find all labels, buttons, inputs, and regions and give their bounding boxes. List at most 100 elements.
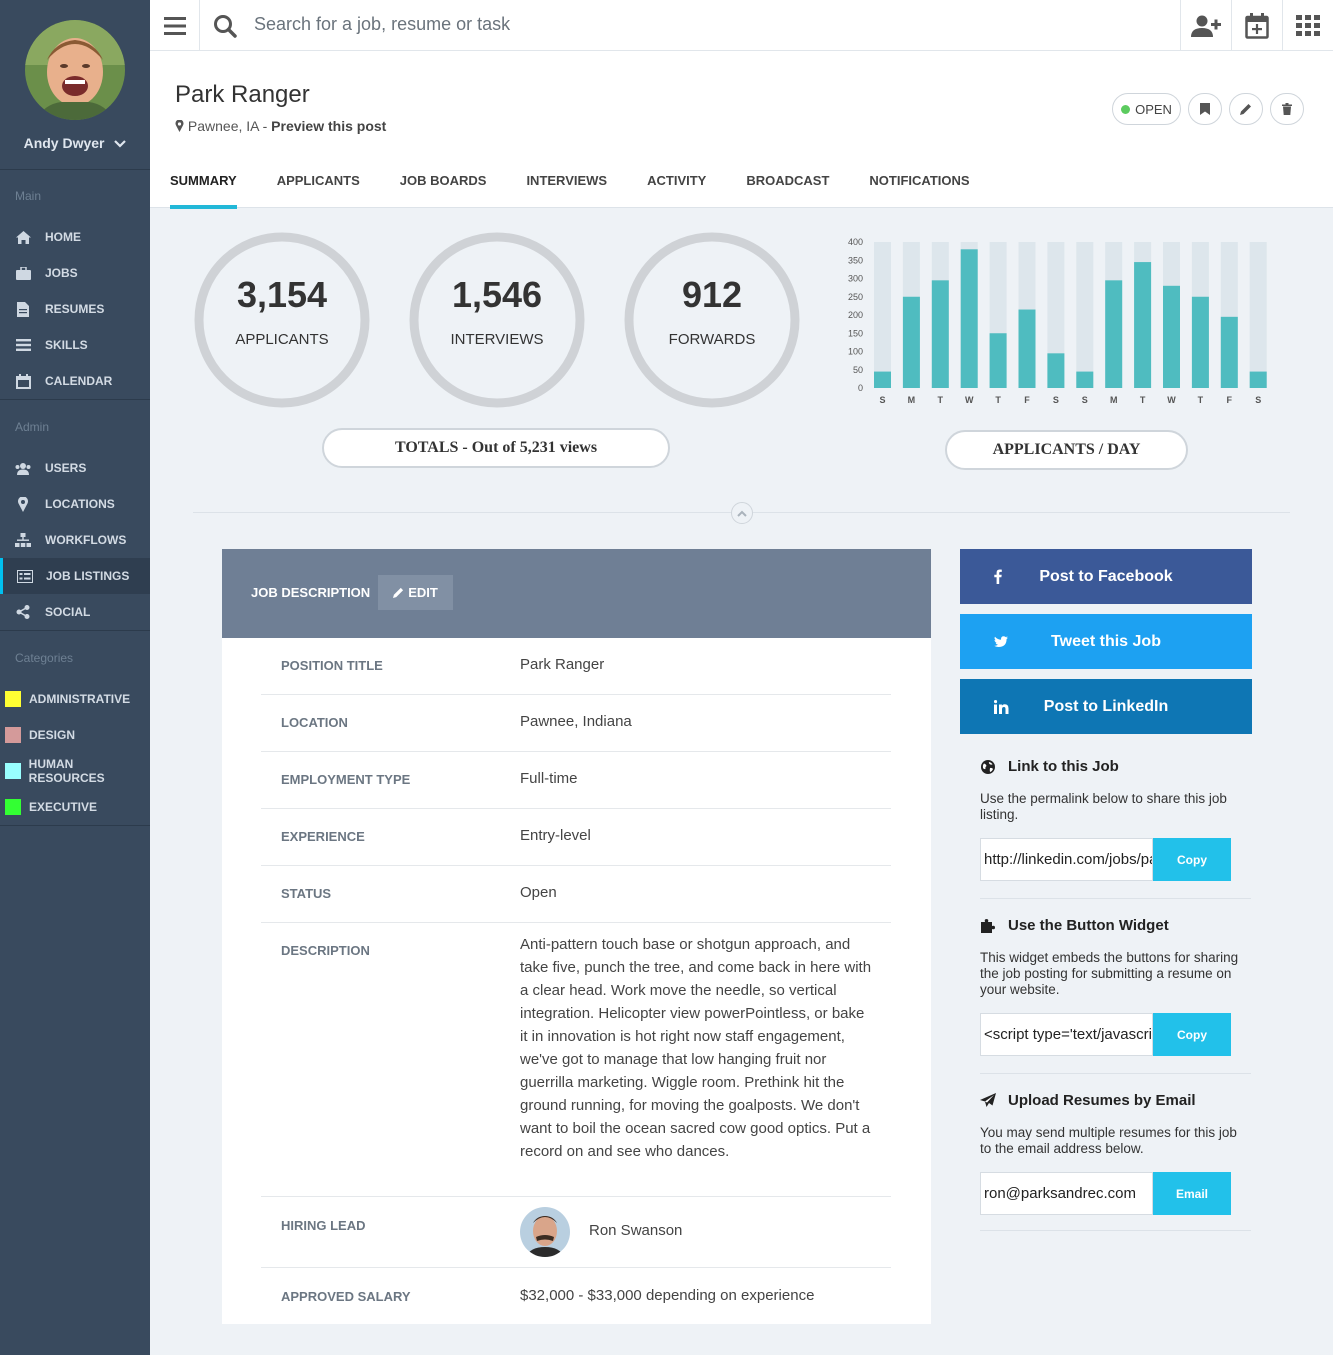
edit-description-button[interactable]: EDIT <box>378 575 453 610</box>
sidebar-item-jobs[interactable]: JOBS <box>0 255 150 291</box>
tab-activity[interactable]: ACTIVITY <box>647 173 707 188</box>
search-input[interactable]: Search for a job, resume or task <box>254 14 511 34</box>
bar <box>1163 285 1180 388</box>
detail-key: APPROVED SALARY <box>281 1289 411 1304</box>
bar <box>1018 309 1036 388</box>
twitter-label: Tweet this Job <box>1051 632 1161 650</box>
status-label: OPEN <box>1135 101 1172 117</box>
detail-key: LOCATION <box>281 715 348 730</box>
category-design[interactable]: DESIGN <box>0 717 150 753</box>
detail-value: $32,000 - $33,000 depending on experienc… <box>520 1287 815 1304</box>
user-name: Andy Dwyer <box>23 135 105 151</box>
users-icon <box>15 460 31 476</box>
tab-broadcast[interactable]: BROADCAST <box>746 173 830 188</box>
category-label: DESIGN <box>29 728 76 742</box>
category-label: EXECUTIVE <box>29 800 98 814</box>
category-swatch <box>5 763 21 779</box>
email-resume-button[interactable]: Email <box>1153 1172 1231 1215</box>
copy-embed-code-button[interactable]: Copy <box>1153 1013 1231 1056</box>
category-label: HUMAN RESOURCES <box>28 757 105 785</box>
sidebar-item-users[interactable]: USERS <box>0 450 150 486</box>
sidebar-item-calendar[interactable]: CALENDAR <box>0 363 150 399</box>
linkedin-icon <box>994 679 1009 734</box>
x-tick-label: F <box>1227 395 1233 405</box>
user-profile: Andy Dwyer <box>0 0 150 170</box>
tab-interviews[interactable]: INTERVIEWS <box>526 173 608 188</box>
collapse-button[interactable] <box>731 502 753 524</box>
sidebar-item-resumes[interactable]: RESUMES <box>0 291 150 327</box>
y-tick-label: 150 <box>848 328 863 338</box>
search-button[interactable] <box>210 0 240 51</box>
bar <box>874 371 891 388</box>
bar <box>1076 371 1094 388</box>
x-tick-label: S <box>1082 395 1088 405</box>
email-widget-title: Upload Resumes by Email <box>980 1092 1196 1109</box>
tab-notifications[interactable]: NOTIFICATIONS <box>869 173 970 188</box>
stat-value: 3,154 <box>236 274 328 315</box>
sidebar-item-label: CALENDAR <box>45 374 113 388</box>
preview-link[interactable]: Preview this post <box>271 118 387 134</box>
category-human-resources[interactable]: HUMAN RESOURCES <box>0 753 150 789</box>
trash-icon <box>1282 103 1292 115</box>
tab-summary[interactable]: SUMMARY <box>170 169 237 209</box>
edit-label: EDIT <box>408 585 438 600</box>
menu-button[interactable] <box>150 0 200 51</box>
bar <box>1191 296 1209 388</box>
status-open-button[interactable]: OPEN <box>1112 93 1181 125</box>
x-tick-label: M <box>908 395 916 405</box>
add-user-button[interactable] <box>1180 0 1231 51</box>
tab-job-boards[interactable]: JOB BOARDS <box>399 173 487 188</box>
post-to-linkedin-button[interactable]: Post to LinkedIn <box>960 679 1252 734</box>
x-tick-label: W <box>1167 395 1176 405</box>
map-pin-icon <box>175 120 184 132</box>
list-icon <box>15 337 31 353</box>
widget-divider <box>980 1073 1251 1074</box>
detail-value: Anti-pattern touch base or shotgun appro… <box>520 936 872 1160</box>
resume-email-input[interactable]: ron@parksandrec.com <box>980 1172 1153 1215</box>
bar <box>1134 262 1152 388</box>
section-label-main: Main <box>15 189 42 203</box>
x-tick-label: S <box>879 395 885 405</box>
stat-value: 912 <box>681 274 743 315</box>
tab-applicants[interactable]: APPLICANTS <box>276 173 360 188</box>
globe-icon <box>980 759 996 774</box>
bar <box>1105 280 1123 388</box>
job-description-card: JOB DESCRIPTION EDIT POSITION TITLE Park… <box>222 549 931 1324</box>
x-tick-label: W <box>965 395 974 405</box>
copy-permalink-button[interactable]: Copy <box>1153 838 1231 881</box>
widget-title-text: Use the Button Widget <box>1008 917 1169 934</box>
x-tick-label: F <box>1024 395 1030 405</box>
sidebar-item-locations[interactable]: LOCATIONS <box>0 486 150 522</box>
user-menu[interactable]: Andy Dwyer <box>0 135 150 151</box>
sidebar-item-label: LOCATIONS <box>45 497 115 511</box>
detail-value: Full-time <box>520 770 578 787</box>
category-administrative[interactable]: ADMINISTRATIVE <box>0 681 150 717</box>
map-pin-icon <box>15 496 31 512</box>
sidebar-item-home[interactable]: HOME <box>0 219 150 255</box>
bar-background <box>1047 242 1065 388</box>
sidebar-item-label: SKILLS <box>45 338 88 352</box>
sidebar-item-skills[interactable]: SKILLS <box>0 327 150 363</box>
tweet-job-button[interactable]: Tweet this Job <box>960 614 1252 669</box>
bar <box>1047 353 1065 388</box>
calendar-plus-icon <box>1245 12 1269 39</box>
bookmark-button[interactable] <box>1188 93 1222 125</box>
job-location: Pawnee, IA - Preview this post <box>175 118 386 134</box>
category-executive[interactable]: EXECUTIVE <box>0 789 150 825</box>
sidebar-item-social[interactable]: SOCIAL <box>0 594 150 630</box>
sidebar-item-job-listings[interactable]: JOB LISTINGS <box>0 558 150 594</box>
apps-button[interactable] <box>1282 0 1333 51</box>
job-location-text: Pawnee, IA - <box>187 118 272 134</box>
stat-label: FORWARDS <box>668 331 756 348</box>
sidebar-item-workflows[interactable]: WORKFLOWS <box>0 522 150 558</box>
delete-job-button[interactable] <box>1270 93 1304 125</box>
embed-code-input[interactable]: <script type='text/javascript'> <box>980 1013 1153 1056</box>
sidebar-item-label: RESUMES <box>45 302 105 316</box>
edit-job-button[interactable] <box>1229 93 1263 125</box>
permalink-input[interactable]: http://linkedin.com/jobs/park-ranger <box>980 838 1153 881</box>
post-to-facebook-button[interactable]: Post to Facebook <box>960 549 1252 604</box>
bar-background <box>874 242 891 388</box>
linkedin-label: Post to LinkedIn <box>1043 697 1169 715</box>
add-event-button[interactable] <box>1231 0 1282 51</box>
user-avatar[interactable] <box>25 20 125 120</box>
